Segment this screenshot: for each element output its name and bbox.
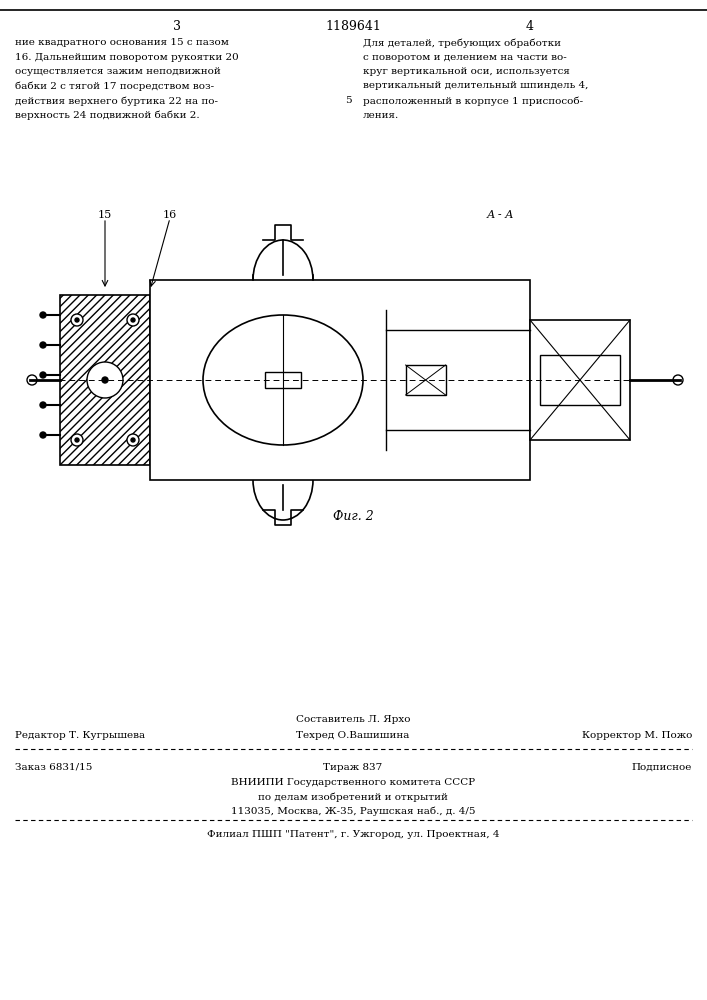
Point (56, 399, 64, 411)
Point (41, 339, 49, 351)
Bar (265, 372, 301, 388)
Bar (530, 320, 630, 440)
Circle shape (40, 312, 46, 318)
Text: действия верхнего буртика 22 на по-: действия верхнего буртика 22 на по- (15, 96, 218, 105)
Bar (60, 295, 150, 465)
Text: 5: 5 (345, 96, 351, 105)
Text: Редактор Т. Кугрышева: Редактор Т. Кугрышева (15, 731, 145, 740)
Text: Фиг. 2: Фиг. 2 (332, 510, 373, 523)
Circle shape (40, 342, 46, 348)
Text: 16. Дальнейшим поворотом рукоятки 20: 16. Дальнейшим поворотом рукоятки 20 (15, 52, 239, 62)
Text: с поворотом и делением на части во-: с поворотом и делением на части во- (363, 52, 567, 62)
Point (56, 309, 64, 321)
Text: Для деталей, требующих обработки: Для деталей, требующих обработки (363, 38, 561, 47)
Bar (150, 280, 530, 480)
Text: 113035, Москва, Ж-35, Раушская наб., д. 4/5: 113035, Москва, Ж-35, Раушская наб., д. … (230, 806, 475, 816)
Text: 1189641: 1189641 (325, 20, 381, 33)
Text: верхность 24 подвижной бабки 2.: верхность 24 подвижной бабки 2. (15, 110, 199, 120)
Point (41, 309, 49, 321)
Text: расположенный в корпусе 1 приспособ-: расположенный в корпусе 1 приспособ- (363, 96, 583, 105)
Text: Филиал ПШП "Патент", г. Ужгород, ул. Проектная, 4: Филиал ПШП "Патент", г. Ужгород, ул. Про… (206, 830, 499, 839)
Text: Подписное: Подписное (631, 763, 692, 772)
Point (56, 369, 64, 381)
Text: бабки 2 с тягой 17 посредством воз-: бабки 2 с тягой 17 посредством воз- (15, 82, 214, 91)
Circle shape (40, 402, 46, 408)
Text: Техред О.Вашишина: Техред О.Вашишина (296, 731, 409, 740)
Circle shape (673, 375, 683, 385)
Ellipse shape (203, 315, 363, 445)
Circle shape (71, 434, 83, 446)
Circle shape (127, 314, 139, 326)
Text: вертикальный делительный шпиндель 4,: вертикальный делительный шпиндель 4, (363, 82, 588, 91)
Text: 3: 3 (173, 20, 181, 33)
Circle shape (87, 362, 123, 398)
Circle shape (27, 375, 37, 385)
Circle shape (131, 318, 135, 322)
Circle shape (75, 438, 79, 442)
Text: ние квадратного основания 15 с пазом: ние квадратного основания 15 с пазом (15, 38, 229, 47)
Circle shape (75, 318, 79, 322)
Point (56, 339, 64, 351)
Point (56, 429, 64, 441)
Circle shape (131, 438, 135, 442)
Point (41, 399, 49, 411)
Bar (60, 295, 150, 465)
Text: Корректор М. Пожо: Корректор М. Пожо (582, 731, 692, 740)
Text: ВНИИПИ Государственного комитета СССР: ВНИИПИ Государственного комитета СССР (231, 778, 475, 787)
Circle shape (40, 372, 46, 378)
Text: 16: 16 (163, 210, 177, 220)
Text: ления.: ления. (363, 110, 399, 119)
Point (41, 369, 49, 381)
Text: круг вертикальной оси, используется: круг вертикальной оси, используется (363, 67, 570, 76)
Point (41, 429, 49, 441)
Circle shape (102, 377, 108, 383)
Bar (406, 365, 445, 395)
Text: А - А: А - А (486, 210, 514, 220)
Text: по делам изобретений и открытий: по делам изобретений и открытий (258, 792, 448, 802)
Circle shape (71, 314, 83, 326)
Text: 4: 4 (526, 20, 534, 33)
Text: Составитель Л. Ярхо: Составитель Л. Ярхо (296, 715, 410, 724)
Circle shape (40, 432, 46, 438)
Bar (540, 355, 620, 405)
Text: осуществляется зажим неподвижной: осуществляется зажим неподвижной (15, 67, 221, 76)
Text: 15: 15 (98, 210, 112, 220)
Text: Заказ 6831/15: Заказ 6831/15 (15, 763, 93, 772)
Circle shape (127, 434, 139, 446)
Text: Тираж 837: Тираж 837 (323, 763, 382, 772)
